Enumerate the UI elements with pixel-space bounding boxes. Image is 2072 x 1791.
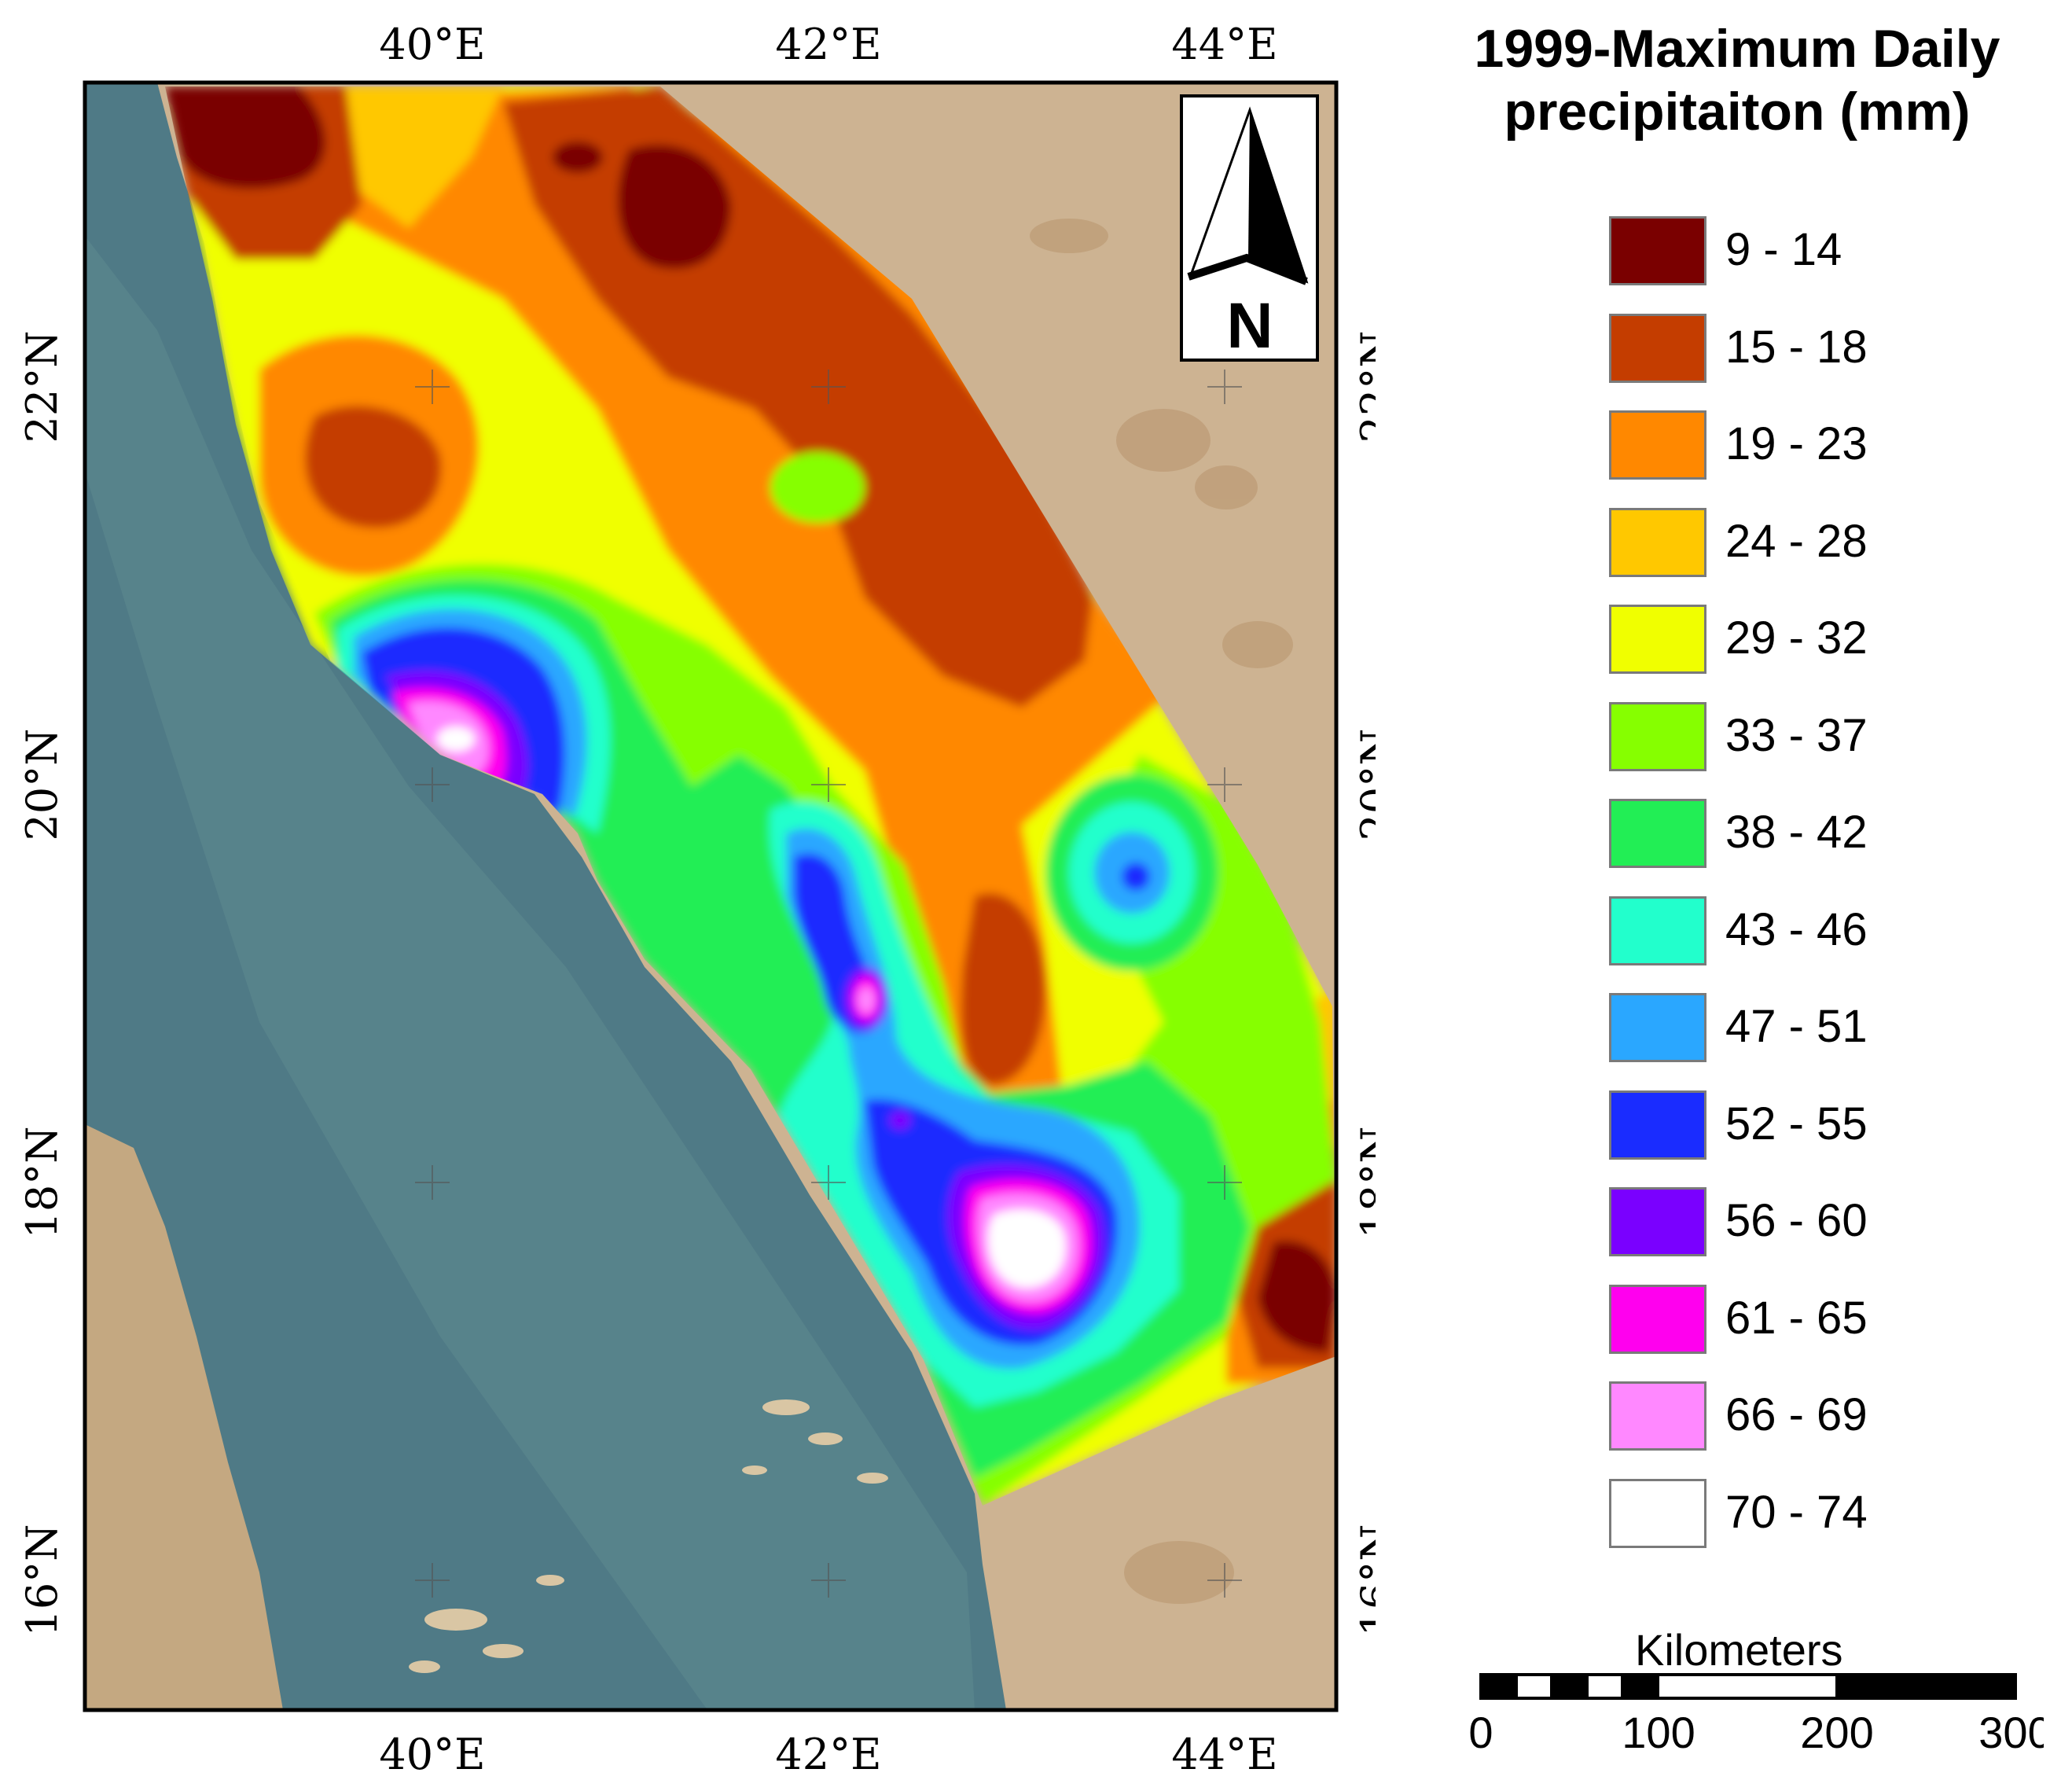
sea-islands [409, 1399, 888, 1673]
legend-label: 33 - 37 [1725, 709, 1868, 761]
legend-swatch [1609, 1187, 1706, 1256]
lat-left-16: 16°N [17, 1524, 67, 1637]
scale-bar: 0 100 200 300 [1468, 1673, 2044, 1757]
legend-label: 70 - 74 [1725, 1486, 1868, 1538]
north-letter: N [1226, 290, 1273, 362]
legend-swatch [1609, 216, 1706, 285]
sea-shallows [85, 236, 975, 1710]
legend-swatch [1609, 605, 1706, 674]
legend-label: 52 - 55 [1725, 1098, 1868, 1149]
lon-bottom-40: 40°E [379, 1730, 485, 1779]
precipitation-surface [165, 86, 1336, 1506]
legend-label: 61 - 65 [1725, 1292, 1868, 1344]
legend-label: 15 - 18 [1725, 321, 1868, 373]
legend-label: 24 - 28 [1725, 515, 1868, 567]
legend-label: 19 - 23 [1725, 418, 1868, 469]
lon-bottom-42: 42°E [775, 1730, 881, 1779]
legend-label: 47 - 51 [1725, 1001, 1868, 1052]
lon-labels-bottom: 40°E 42°E 44°E [379, 1730, 1277, 1779]
zone-9-14 [165, 86, 1336, 1352]
lat-right-18: 18°N [1352, 1127, 1376, 1239]
lat-labels-left: 22°N 20°N 18°N 16°N [17, 331, 67, 1637]
legend-swatch [1609, 1381, 1706, 1451]
scale-label-0: 0 [1468, 1708, 1493, 1757]
lat-left-20: 20°N [17, 729, 67, 841]
lon-top-40: 40°E [379, 20, 485, 69]
legend-swatch [1609, 799, 1706, 868]
legend-label: 43 - 46 [1725, 903, 1868, 955]
legend-label: 56 - 60 [1725, 1195, 1868, 1246]
african-land [85, 1124, 283, 1710]
lat-right-22: 22°N [1352, 331, 1376, 443]
lat-right-16: 16°N [1352, 1524, 1376, 1637]
lat-left-22: 22°N [17, 331, 67, 443]
legend-swatch [1609, 507, 1706, 577]
legend-title-line1: 1999-Maximum Daily [1474, 19, 2000, 79]
legend-label: 9 - 14 [1725, 224, 1842, 275]
legend-swatch [1609, 701, 1706, 771]
scale-label-300: 300 [1978, 1708, 2044, 1757]
legend-swatch [1609, 410, 1706, 480]
legend-swatch [1609, 1478, 1706, 1548]
lat-labels-right: 22°N 20°N 18°N 16°N [1352, 331, 1376, 1637]
legend-label: 29 - 32 [1725, 612, 1868, 664]
legend-label: 66 - 69 [1725, 1389, 1868, 1440]
legend-swatch [1609, 896, 1706, 965]
legend-swatch [1609, 1284, 1706, 1354]
zone-70-74 [437, 726, 1066, 1289]
legend-title-line2: precipitaiton (mm) [1504, 82, 1971, 142]
lon-top-42: 42°E [775, 20, 881, 69]
map-frame [83, 80, 1339, 1712]
legend-label: 38 - 42 [1725, 807, 1868, 858]
lat-left-18: 18°N [17, 1127, 67, 1239]
lon-labels-top: 40°E 42°E 44°E [379, 20, 1277, 69]
legend-title: 1999-Maximum Daily precipitaiton (mm) [1438, 17, 2036, 143]
lon-bottom-44: 44°E [1171, 1730, 1277, 1779]
legend-swatch [1609, 1090, 1706, 1160]
north-arrow: N [1180, 94, 1319, 362]
scale-label-200: 200 [1800, 1708, 1873, 1757]
legend-swatch [1609, 993, 1706, 1062]
lon-top-44: 44°E [1171, 20, 1277, 69]
lat-right-20: 20°N [1352, 729, 1376, 841]
north-arrow-icon [1187, 106, 1309, 285]
scale-bar-segments [1479, 1673, 2017, 1700]
scalebar-unit: Kilometers [1635, 1625, 1843, 1675]
graticule [415, 370, 1242, 1598]
scale-label-100: 100 [1622, 1708, 1695, 1757]
scale-bar-labels: 0 100 200 300 [1468, 1708, 2044, 1757]
legend-swatch [1609, 313, 1706, 383]
desert-texture [1030, 219, 1293, 1604]
precipitation-map: N 40°E 42°E 44°E 40°E 42°E 44°E 22°N 20°… [17, 20, 1376, 1779]
